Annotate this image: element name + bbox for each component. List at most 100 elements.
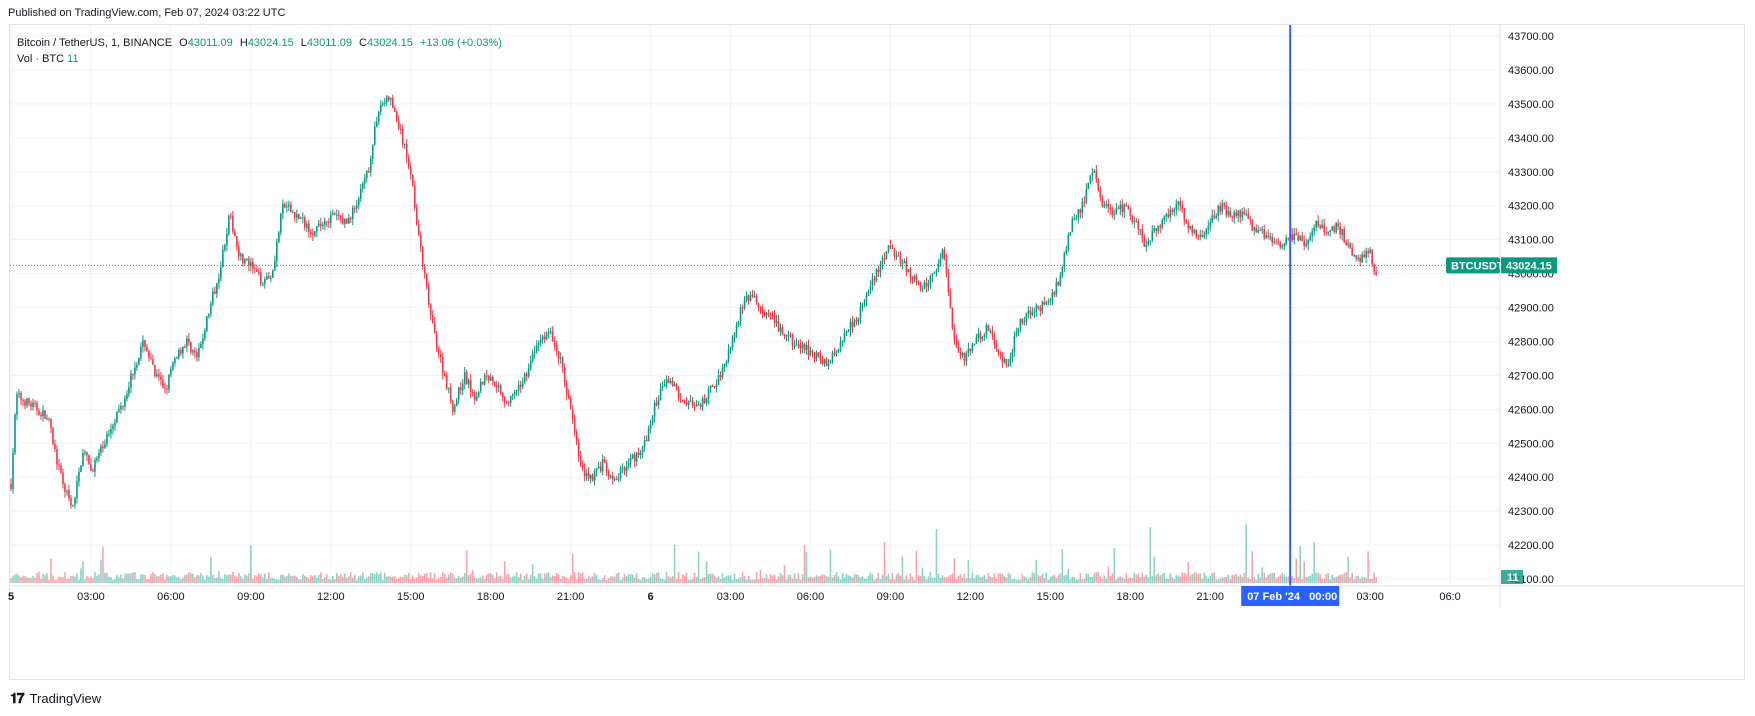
x-tick-label: 09:00 bbox=[877, 591, 905, 603]
candle-body bbox=[152, 359, 154, 365]
chart-frame[interactable] bbox=[9, 24, 1745, 680]
candle-body bbox=[695, 405, 698, 407]
volume-bar bbox=[1045, 572, 1048, 583]
candle-body bbox=[146, 346, 148, 352]
candle-body bbox=[126, 394, 128, 399]
volume-bar bbox=[1015, 579, 1018, 583]
candle-body bbox=[841, 341, 844, 343]
candle-body bbox=[717, 375, 720, 385]
candle-body bbox=[953, 328, 956, 341]
volume-bar bbox=[1301, 579, 1303, 583]
volume-bar bbox=[1239, 574, 1242, 583]
candle-body bbox=[214, 291, 216, 294]
volume-bar bbox=[549, 577, 552, 583]
volume-bar bbox=[589, 577, 592, 583]
volume-bar bbox=[939, 578, 942, 583]
volume-bar bbox=[72, 575, 74, 583]
candle-body bbox=[1217, 205, 1220, 216]
volume-bar bbox=[1333, 577, 1335, 583]
candle-body bbox=[1315, 220, 1317, 228]
volume-bar bbox=[687, 579, 690, 583]
candle-body bbox=[343, 218, 346, 224]
volume-bar bbox=[809, 576, 812, 583]
candle-body bbox=[1065, 249, 1068, 253]
volume-bar bbox=[361, 572, 364, 583]
volume-bar bbox=[417, 572, 420, 583]
candle-body bbox=[1197, 236, 1200, 238]
candle-body bbox=[435, 333, 438, 349]
volume-bar bbox=[369, 573, 372, 583]
volume-bar bbox=[52, 575, 54, 583]
candle-body bbox=[647, 428, 650, 442]
candle-body bbox=[90, 464, 92, 471]
volume-bar bbox=[849, 575, 852, 583]
volume-bar bbox=[333, 579, 336, 583]
candle-body bbox=[593, 471, 596, 481]
volume-bar bbox=[1223, 576, 1226, 583]
candle-body bbox=[1227, 211, 1230, 216]
volume-bar bbox=[415, 577, 418, 583]
volume-bar bbox=[949, 574, 952, 583]
volume-bar bbox=[1351, 572, 1353, 583]
volume-tag: 11 bbox=[1501, 570, 1523, 584]
candle-body bbox=[783, 334, 786, 336]
candle-body bbox=[711, 385, 714, 387]
candle-body bbox=[226, 233, 228, 246]
volume-bar bbox=[783, 564, 786, 583]
candle-body bbox=[457, 387, 460, 401]
volume-bar bbox=[671, 576, 674, 583]
candle-body bbox=[1051, 292, 1054, 301]
candle-body bbox=[699, 404, 702, 408]
volume-bar bbox=[741, 572, 744, 583]
volume-bar bbox=[324, 577, 326, 583]
footer-brand[interactable]: 𝟏𝟕 TradingView bbox=[10, 690, 101, 707]
candle-body bbox=[1233, 212, 1236, 218]
candle-body bbox=[242, 253, 244, 264]
volume-bar bbox=[1029, 577, 1032, 583]
candle-body bbox=[391, 98, 394, 109]
price-axis[interactable]: 42100.0042200.0042300.0042400.0042500.00… bbox=[1499, 25, 1554, 608]
candle-body bbox=[1085, 188, 1088, 203]
volume-bar bbox=[481, 575, 484, 583]
candle-body bbox=[82, 453, 84, 466]
volume-bar bbox=[345, 578, 348, 583]
candle-body bbox=[459, 387, 462, 391]
x-tick-label: 06:00 bbox=[797, 591, 825, 603]
candle-body bbox=[385, 96, 388, 103]
candle-body bbox=[591, 474, 594, 481]
volume-bar bbox=[905, 575, 908, 583]
volume-bar bbox=[565, 578, 568, 583]
candle-body bbox=[138, 357, 140, 365]
time-axis[interactable]: 5 03:00 06:00 09:00 12:00 15:00 18:00 21:00 6 03:… bbox=[8, 585, 1745, 603]
candle-body bbox=[310, 231, 312, 234]
volume-bar bbox=[1191, 574, 1194, 583]
candle-body bbox=[322, 225, 324, 227]
candle-body bbox=[607, 471, 610, 477]
candle-body bbox=[679, 397, 682, 400]
volume-bar bbox=[1069, 579, 1072, 583]
volume-bar bbox=[425, 573, 428, 583]
candle-body bbox=[102, 446, 104, 449]
volume-bar bbox=[278, 579, 280, 583]
volume-bar bbox=[196, 574, 198, 583]
candle-body bbox=[46, 418, 48, 420]
volume-bar bbox=[717, 576, 720, 583]
volume-bar bbox=[1267, 574, 1270, 583]
candle-body bbox=[335, 214, 338, 216]
candle-body bbox=[1133, 220, 1136, 223]
candle-body bbox=[769, 315, 772, 317]
volume-bar bbox=[867, 575, 870, 583]
volume-bar bbox=[1039, 576, 1042, 583]
candle-body bbox=[927, 283, 930, 287]
volume-bar bbox=[46, 572, 48, 583]
candle-body bbox=[981, 336, 984, 340]
volume-bar bbox=[471, 570, 474, 583]
volume-bar bbox=[1101, 578, 1104, 583]
volume-bar bbox=[509, 577, 512, 583]
candle-body bbox=[1343, 228, 1345, 242]
volume-bar bbox=[573, 572, 576, 583]
volume-bar bbox=[391, 576, 394, 583]
candle-body bbox=[879, 263, 882, 272]
candle-body bbox=[316, 225, 318, 232]
